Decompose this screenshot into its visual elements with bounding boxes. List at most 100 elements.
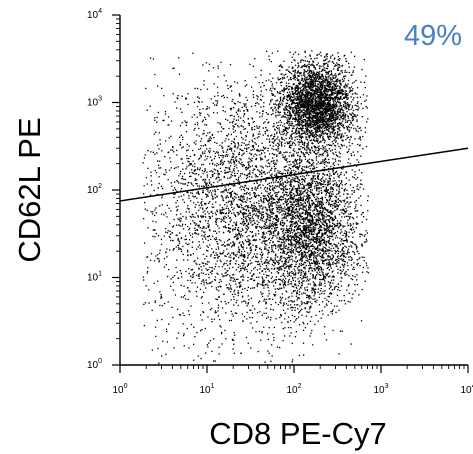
data-point	[202, 172, 204, 175]
data-point	[317, 176, 319, 178]
data-point	[298, 237, 300, 239]
data-point	[179, 270, 181, 272]
data-point	[244, 231, 247, 234]
data-point	[195, 212, 197, 214]
data-point	[331, 74, 333, 76]
data-point	[295, 85, 297, 87]
data-point	[307, 311, 309, 314]
data-point	[214, 152, 217, 154]
data-point	[304, 74, 306, 76]
data-point	[352, 119, 355, 121]
data-point	[341, 263, 343, 266]
data-point	[282, 207, 284, 210]
data-point	[355, 244, 357, 246]
data-point	[202, 163, 204, 166]
data-point	[307, 123, 310, 125]
data-point	[246, 144, 248, 146]
data-point	[211, 321, 213, 323]
data-point	[242, 198, 244, 200]
data-point	[318, 255, 320, 257]
data-point	[264, 284, 267, 286]
data-point	[225, 303, 227, 305]
data-point	[354, 104, 356, 106]
data-point	[277, 269, 280, 271]
data-point	[332, 130, 334, 133]
data-point	[202, 216, 205, 218]
data-point	[316, 75, 318, 77]
data-point	[289, 181, 291, 183]
data-point	[226, 167, 228, 169]
data-point	[314, 222, 316, 224]
data-point	[176, 179, 178, 182]
data-point	[292, 91, 294, 93]
data-point	[238, 285, 241, 287]
data-point	[208, 182, 211, 184]
data-point	[293, 198, 295, 200]
data-point	[165, 328, 168, 330]
data-point	[323, 233, 325, 235]
data-point	[246, 147, 248, 149]
data-point	[312, 275, 315, 277]
data-point	[285, 201, 287, 204]
data-point	[307, 110, 309, 112]
data-point	[318, 112, 320, 115]
data-point	[188, 229, 190, 231]
data-point	[275, 225, 277, 227]
data-point	[321, 117, 323, 119]
data-point	[297, 216, 299, 219]
data-point	[203, 231, 205, 233]
data-point	[302, 90, 304, 92]
data-point	[243, 115, 245, 117]
data-point	[270, 87, 272, 90]
data-point	[255, 102, 257, 105]
data-point	[282, 229, 285, 232]
data-point	[290, 231, 292, 233]
data-point	[310, 230, 312, 232]
data-point	[154, 229, 156, 231]
data-point	[299, 100, 302, 103]
data-point	[299, 190, 301, 192]
data-point	[215, 104, 218, 107]
data-point	[214, 193, 216, 195]
data-point	[246, 270, 249, 273]
data-point	[279, 256, 282, 258]
data-point	[301, 168, 303, 170]
data-point	[237, 109, 239, 111]
data-point	[313, 80, 315, 83]
data-point	[341, 115, 343, 117]
data-point	[290, 194, 292, 196]
data-point	[286, 133, 288, 135]
data-point	[264, 173, 266, 175]
data-point	[213, 158, 215, 160]
data-point	[334, 100, 337, 102]
data-point	[319, 278, 321, 281]
data-point	[358, 161, 360, 163]
data-point	[310, 113, 312, 115]
data-point	[204, 233, 206, 236]
data-point	[214, 254, 216, 256]
data-point	[176, 224, 178, 226]
data-point	[232, 152, 234, 155]
data-point	[313, 140, 316, 142]
data-point	[307, 97, 310, 99]
data-point	[275, 245, 277, 247]
data-point	[332, 143, 334, 145]
data-point	[349, 216, 352, 218]
data-point	[175, 246, 177, 248]
data-point	[293, 95, 295, 97]
data-point	[309, 70, 311, 72]
data-point	[282, 94, 284, 96]
data-point	[307, 245, 309, 247]
data-point	[255, 207, 258, 209]
data-point	[270, 198, 272, 200]
data-point	[261, 276, 263, 278]
data-point	[306, 226, 308, 228]
data-point	[306, 173, 308, 175]
data-point	[302, 277, 304, 279]
data-point	[253, 202, 255, 204]
data-point	[234, 81, 236, 83]
data-point	[348, 284, 350, 286]
data-point	[335, 217, 337, 219]
data-point	[337, 69, 339, 71]
data-point	[315, 240, 317, 243]
